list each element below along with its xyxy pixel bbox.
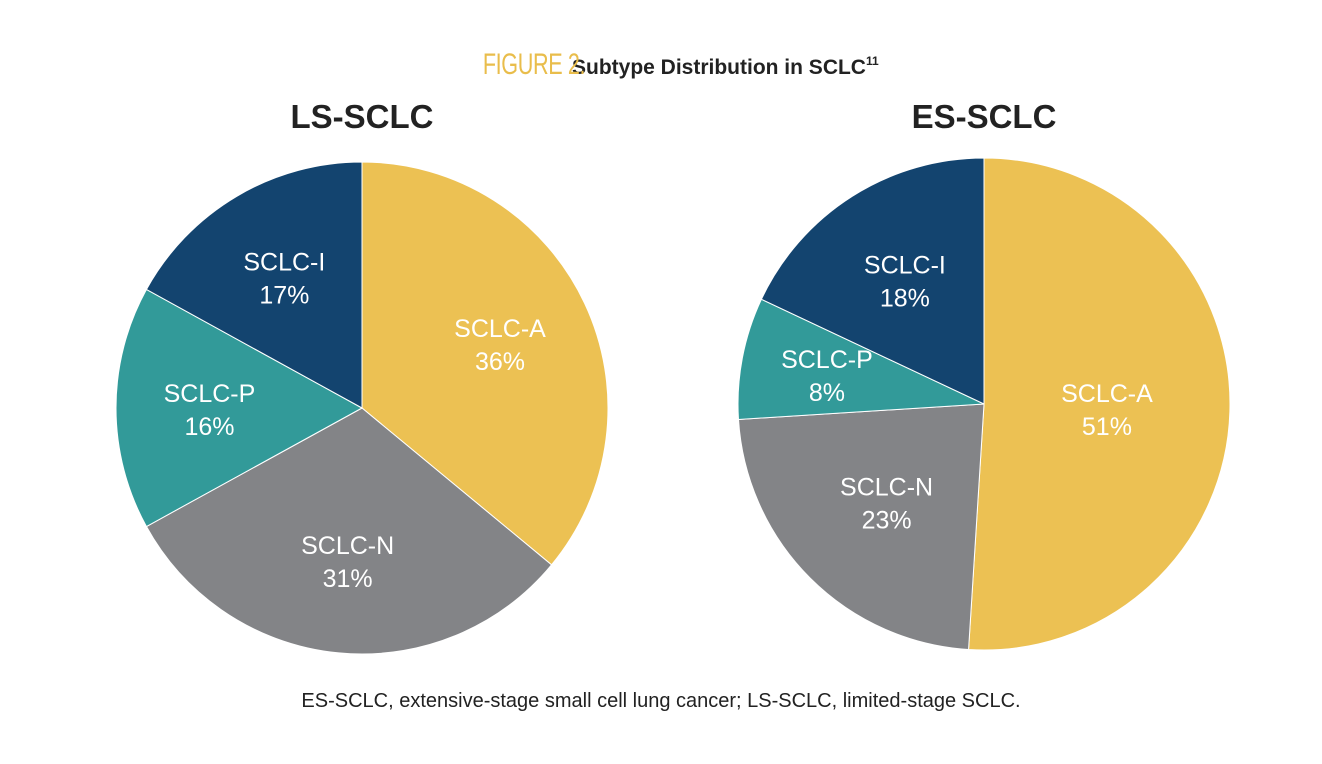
slice-label-sclc-i: SCLC-I 18%	[864, 251, 946, 312]
figure-title-text: Subtype Distribution in SCLC	[571, 56, 866, 79]
slice-sclc-i	[145, 161, 363, 409]
figure-label: FIGURE 2.	[483, 48, 586, 81]
slice-sclc-p	[737, 298, 985, 420]
figure-title: FIGURE 2. Subtype Distribution in SCLC11	[0, 48, 1322, 82]
slice-label-sclc-n: SCLC-N 23%	[840, 473, 933, 534]
slice-sclc-i	[760, 157, 985, 405]
chart-title: ES-SCLC	[912, 98, 1057, 135]
slice-sclc-n	[737, 403, 985, 651]
slice-sclc-a	[361, 161, 609, 566]
slice-label-sclc-a: SCLC-A 36%	[454, 315, 546, 376]
slice-label-sclc-a: SCLC-A 51%	[1061, 380, 1153, 441]
slice-sclc-p	[115, 288, 364, 528]
slice-sclc-a	[968, 157, 1231, 651]
pie-chart-ls-sclc: LS-SCLC SCLC-A 36% SCLC-N 31% SCLC-P 16% SCLC-I…	[115, 98, 609, 655]
slice-label-sclc-p: SCLC-P 8%	[781, 346, 873, 407]
slice-label-sclc-n: SCLC-N 31%	[301, 532, 394, 593]
slice-label-sclc-p: SCLC-P 16%	[164, 380, 256, 441]
figure-footnote: ES-SCLC, extensive-stage small cell lung…	[301, 690, 1021, 712]
slice-sclc-n	[145, 407, 553, 655]
figure-reference-superscript: 11	[865, 54, 879, 68]
slice-label-sclc-i: SCLC-I 17%	[243, 249, 325, 310]
chart-title: LS-SCLC	[291, 98, 434, 135]
pie-chart-es-sclc: ES-SCLC SCLC-A 51% SCLC-N 23% SCLC-P 8% SCLC-I 1…	[737, 98, 1231, 651]
